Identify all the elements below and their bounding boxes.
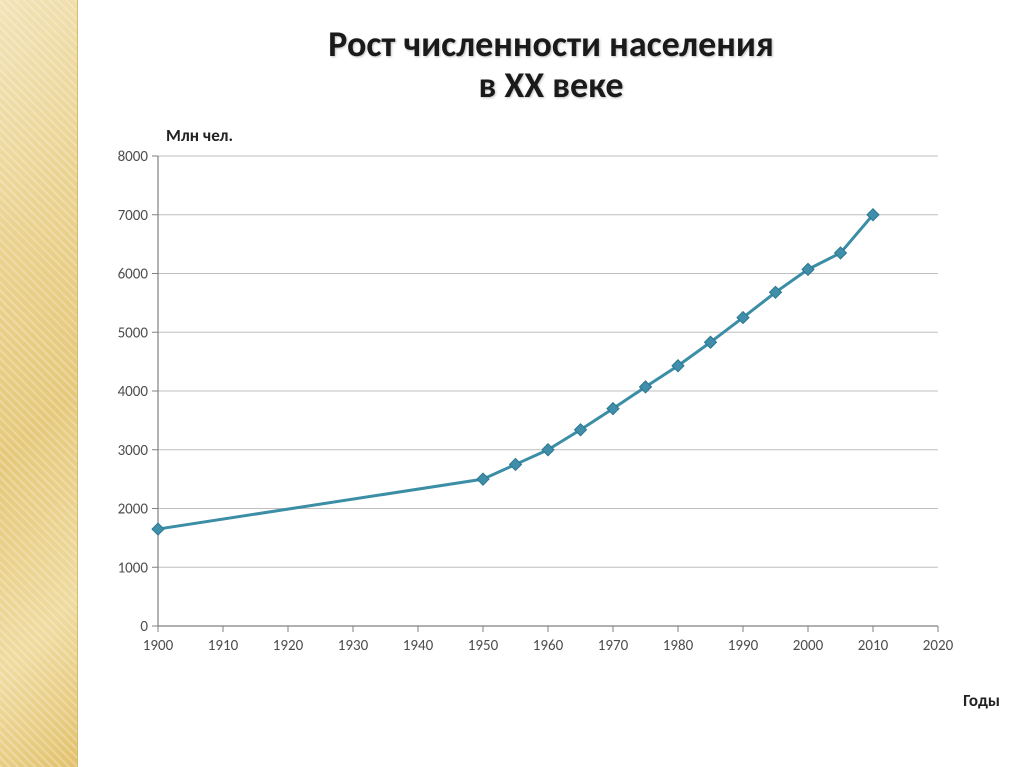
svg-text:8000: 8000 bbox=[118, 148, 149, 166]
slide-content: Рост численности населения в XX веке Млн… bbox=[78, 0, 1024, 767]
population-line-chart: 0 1000 2000 3000 4000 5000 6000 7000 8000 1900 191… bbox=[98, 146, 968, 666]
svg-text:7000: 7000 bbox=[118, 207, 149, 225]
svg-text:3000: 3000 bbox=[118, 442, 149, 460]
svg-text:1990: 1990 bbox=[728, 637, 759, 655]
svg-text:0: 0 bbox=[140, 618, 148, 636]
svg-text:1920: 1920 bbox=[273, 637, 304, 655]
title-line-1: Рост численности населения bbox=[98, 24, 1004, 65]
svg-text:1960: 1960 bbox=[533, 637, 564, 655]
svg-text:2010: 2010 bbox=[858, 637, 889, 655]
svg-text:1000: 1000 bbox=[118, 559, 149, 577]
svg-text:1970: 1970 bbox=[598, 637, 629, 655]
svg-text:1930: 1930 bbox=[338, 637, 369, 655]
svg-text:2000: 2000 bbox=[118, 500, 149, 518]
chart-container: 0 1000 2000 3000 4000 5000 6000 7000 8000 1900 191… bbox=[98, 146, 1004, 757]
svg-text:1910: 1910 bbox=[208, 637, 239, 655]
svg-text:1950: 1950 bbox=[468, 637, 499, 655]
svg-text:1980: 1980 bbox=[663, 637, 694, 655]
x-axis-title: Годы bbox=[963, 690, 1000, 711]
svg-text:4000: 4000 bbox=[118, 383, 149, 401]
svg-text:2020: 2020 bbox=[923, 637, 954, 655]
y-axis-title: Млн чел. bbox=[166, 125, 1004, 146]
svg-text:6000: 6000 bbox=[118, 265, 149, 283]
svg-text:2000: 2000 bbox=[793, 637, 824, 655]
svg-text:5000: 5000 bbox=[118, 324, 149, 342]
svg-text:1900: 1900 bbox=[143, 637, 174, 655]
title-line-2: в XX веке bbox=[98, 65, 1004, 106]
page-title: Рост численности населения в XX веке bbox=[98, 24, 1004, 107]
decorative-side-strip bbox=[0, 0, 78, 767]
svg-text:1940: 1940 bbox=[403, 637, 434, 655]
